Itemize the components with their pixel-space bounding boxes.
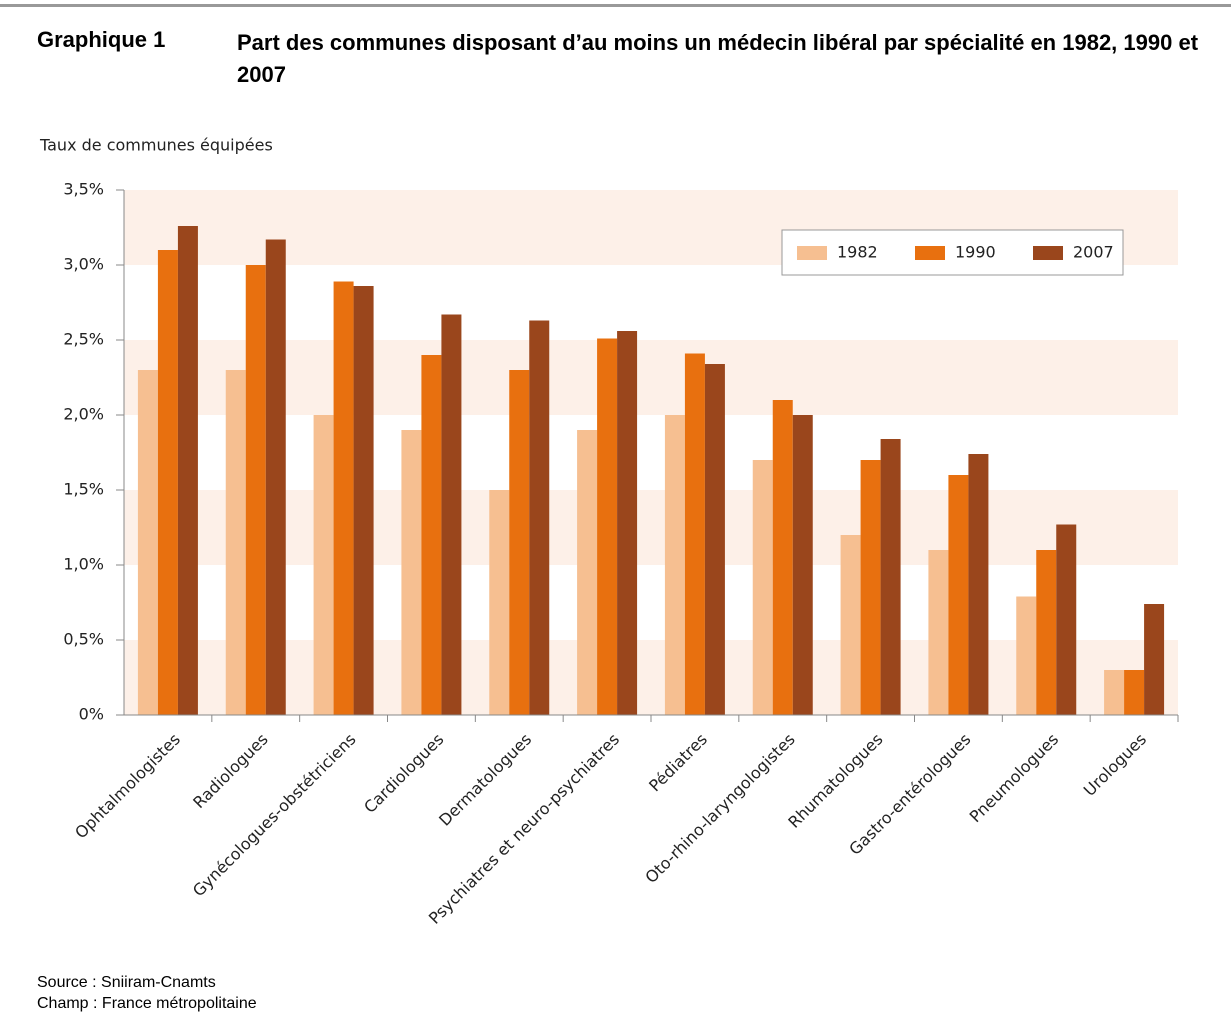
bar [1144, 604, 1165, 715]
bar [441, 314, 462, 715]
x-tick-label: Pneumologues [966, 730, 1063, 827]
bar [1124, 670, 1145, 715]
bar [1016, 596, 1037, 715]
bar [401, 430, 422, 715]
x-tick-label: Radiologues [189, 730, 271, 812]
bar [509, 370, 530, 715]
background-band [124, 640, 1178, 715]
bar [948, 475, 969, 715]
y-tick-label: 0,5% [63, 630, 104, 649]
figure-number: Graphique 1 [37, 27, 166, 52]
x-tick-label: Pédiatres [645, 730, 711, 796]
top-rule [0, 4, 1231, 7]
y-tick-label: 1,0% [63, 555, 104, 574]
x-tick-label: Cardiologues [360, 730, 447, 817]
bar [489, 490, 510, 715]
legend-swatch [1033, 246, 1063, 260]
bar [245, 265, 266, 715]
legend-swatch [915, 246, 945, 260]
bar [597, 338, 618, 715]
bar [421, 355, 442, 715]
source: Source : Sniiram-Cnamts [37, 974, 216, 991]
background-band [124, 490, 1178, 565]
y-tick-label: 3,5% [63, 180, 104, 199]
bar [157, 250, 178, 715]
bar [968, 454, 989, 715]
bar [353, 286, 374, 715]
bar [529, 320, 550, 715]
bar [1036, 550, 1057, 715]
bar [617, 331, 638, 715]
bar [137, 370, 158, 715]
bar [1056, 524, 1077, 715]
x-tick-label: Oto-rhino-laryngologistes [641, 730, 798, 887]
x-tick-label: Psychiatres et neuro-psychiatres [425, 730, 623, 928]
background-band [124, 340, 1178, 415]
x-tick-label: Urologues [1080, 730, 1150, 800]
y-tick-label: 1,5% [63, 480, 104, 499]
x-tick-label: Rhumatologues [784, 730, 886, 832]
y-tick-label: 2,5% [63, 330, 104, 349]
bar [880, 439, 901, 715]
bar [265, 239, 286, 715]
x-tick-label: Dermatologues [435, 730, 535, 830]
bar [792, 415, 813, 715]
y-tick-label: 2,0% [63, 405, 104, 424]
bar [177, 226, 198, 715]
bar [840, 535, 861, 715]
champ: Champ : France métropolitaine [37, 995, 257, 1012]
legend-label: 1982 [837, 243, 878, 262]
bar [225, 370, 246, 715]
legend-box [781, 229, 1124, 276]
bar [1104, 670, 1125, 715]
bar [684, 353, 705, 715]
y-tick-label: 0% [79, 705, 104, 724]
bar [704, 364, 725, 715]
bar [333, 281, 354, 715]
y-tick-label: 3,0% [63, 255, 104, 274]
bar [577, 430, 598, 715]
y-axis-label: Taux de communes équipées [39, 136, 273, 155]
chart-title: Part des communes disposant d’au moins u… [237, 30, 1199, 87]
bar [664, 415, 685, 715]
bar [313, 415, 334, 715]
legend-swatch [797, 246, 827, 260]
bar [860, 460, 881, 715]
bar [752, 460, 773, 715]
x-tick-label: Gynécologues-obstétriciens [189, 730, 360, 901]
legend-label: 1990 [955, 243, 996, 262]
bar [772, 400, 793, 715]
legend-label: 2007 [1073, 243, 1114, 262]
x-tick-label: Ophtalmologistes [71, 730, 184, 843]
bar [928, 550, 949, 715]
